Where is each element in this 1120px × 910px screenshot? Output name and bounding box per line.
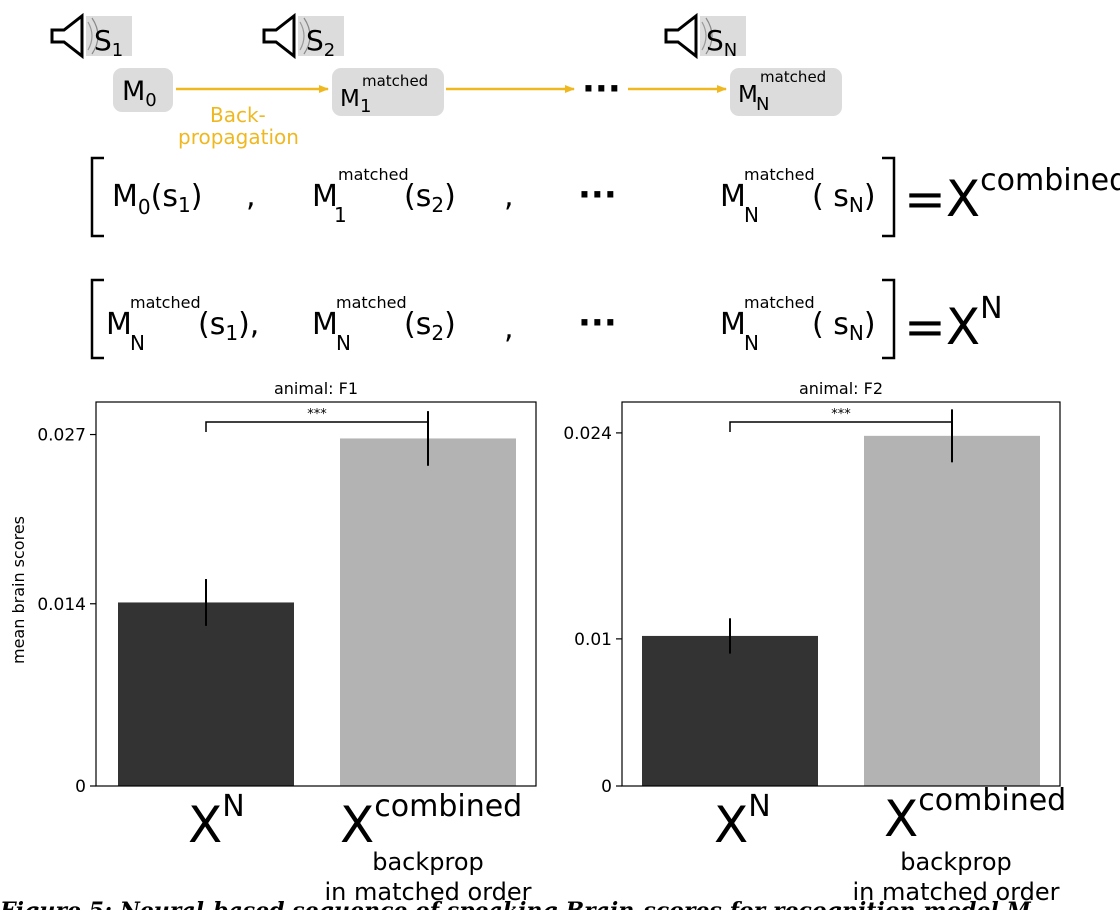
speaker-s2: S2 [262, 12, 344, 61]
axes-frame [95, 401, 537, 787]
ellipsis: ··· [578, 303, 617, 343]
term-m1-sup: matched [338, 165, 409, 184]
speaker-s2-label: S2 [306, 24, 335, 61]
y-tick-label: 0.024 [563, 424, 612, 444]
bar [642, 635, 818, 786]
x-label-xcombined: Xcombined [340, 789, 522, 854]
term-mn-sub: N [744, 331, 759, 355]
x-label-xcombined: Xcombined [884, 783, 1066, 848]
svg-text:M: M [738, 82, 758, 108]
speaker-label-bg [700, 16, 746, 56]
pipeline-diagram: S1 S2 SN M0 M matched 1 [50, 12, 1120, 360]
significance-label: *** [831, 407, 851, 422]
right-bracket [882, 278, 896, 360]
model-box-m1: M matched 1 [332, 68, 444, 117]
x-labels-f2: XN Xcombined backprop in matched order [714, 783, 1066, 906]
significance-bracket [205, 421, 429, 432]
x-label-note-1: backprop [900, 848, 1012, 876]
ellipsis: ··· [578, 175, 617, 215]
axes-frame [621, 401, 1061, 787]
right-bracket [882, 156, 896, 238]
sound-wave-icon [299, 21, 305, 51]
backprop-label-line1: Back- [210, 103, 266, 127]
speaker-s1: S1 [50, 12, 132, 61]
model-box-mn: M matched N [730, 68, 842, 116]
term-m1-sub: 1 [334, 203, 347, 227]
sound-wave-icon [705, 17, 713, 55]
term-mn-sup: matched [130, 293, 201, 312]
term-mn-sup: matched [744, 293, 815, 312]
figure-caption: Figure 5: Neural-based sequence of speak… [0, 898, 1031, 910]
svg-text:1: 1 [360, 96, 371, 117]
sound-wave-icon [87, 21, 93, 51]
term-m1-base: M [312, 179, 338, 214]
term-mn-sub: N [130, 331, 145, 355]
comma: , [504, 179, 514, 214]
bar [864, 435, 1040, 786]
speaker-s1-label: S1 [94, 24, 123, 61]
svg-text:M: M [340, 86, 360, 112]
equation-xn: M matched N (s1), M matched N (s2) , ···… [90, 278, 1003, 360]
comma: , [504, 311, 514, 346]
term-m1-arg: (s2) [404, 179, 456, 217]
x-label-xn: XN [714, 789, 771, 854]
term-mn-base: M [312, 307, 338, 342]
speaker-sn: SN [664, 12, 746, 61]
svg-text:M0: M0 [122, 76, 157, 111]
term-mn-arg-s1: (s1), [198, 307, 259, 345]
speaker-label-bg [298, 16, 344, 56]
term-mn-sub: N [744, 203, 759, 227]
sound-wave-icon [303, 17, 311, 55]
y-axis-label: mean brain scores [9, 516, 28, 664]
bar [118, 602, 294, 786]
chart-animal-f1: animal: F1 0 0.014 0.027 *** [37, 379, 537, 797]
term-mn-base: M [106, 307, 132, 342]
backprop-label-line2: propagation [178, 125, 299, 149]
x-label-xn: XN [188, 789, 245, 854]
term-m0-s1: M0(s1) [112, 179, 202, 219]
term-mn-arg: ( sN) [812, 179, 876, 217]
significance-bracket [729, 421, 953, 432]
speaker-icon [664, 12, 698, 60]
y-tick-label: 0.01 [574, 630, 612, 650]
left-bracket [90, 278, 104, 360]
left-bracket [90, 156, 104, 238]
y-tick-label: 0 [601, 777, 612, 797]
svg-text:N: N [756, 94, 769, 115]
speaker-label-bg [86, 16, 132, 56]
x-label-note-2: in matched order [324, 878, 531, 906]
sound-wave-icon [701, 21, 707, 51]
term-mn-sub: N [336, 331, 351, 355]
equation-combined: M0(s1) , M matched 1 (s2) , ··· M matche… [90, 156, 1120, 238]
x-label-note-2: in matched order [852, 878, 1059, 906]
speaker-icon [50, 12, 84, 60]
result-x-combined: =Xcombined [904, 163, 1120, 228]
x-label-note-1: backprop [372, 848, 484, 876]
svg-text:matched: matched [760, 68, 826, 86]
chart-title: animal: F2 [799, 379, 883, 398]
chart-animal-f2: animal: F2 0 0.01 0.024 *** [563, 379, 1061, 797]
model-box-m0: M0 [113, 68, 173, 112]
bar [340, 438, 516, 786]
y-tick-label: 0.027 [37, 426, 86, 446]
term-mn-sup: matched [744, 165, 815, 184]
term-mn-arg-s2: (s2) [404, 307, 456, 345]
chart-title: animal: F1 [274, 379, 358, 398]
speaker-sn-label: SN [706, 24, 737, 61]
svg-text:matched: matched [362, 72, 428, 90]
significance-label: *** [307, 407, 327, 422]
sound-wave-icon [91, 17, 99, 55]
term-mn-base: M [720, 307, 746, 342]
x-labels-f1: XN Xcombined backprop in matched order [188, 789, 532, 906]
y-tick-label: 0 [75, 777, 86, 797]
term-mn-base: M [720, 179, 746, 214]
y-tick-label: 0.014 [37, 595, 86, 615]
result-xn: =XN [904, 291, 1003, 356]
term-mn-arg-sn: ( sN) [812, 307, 876, 345]
speaker-icon [262, 12, 296, 60]
comma: , [246, 179, 256, 214]
ellipsis: ··· [582, 69, 621, 109]
term-mn-sup: matched [336, 293, 407, 312]
